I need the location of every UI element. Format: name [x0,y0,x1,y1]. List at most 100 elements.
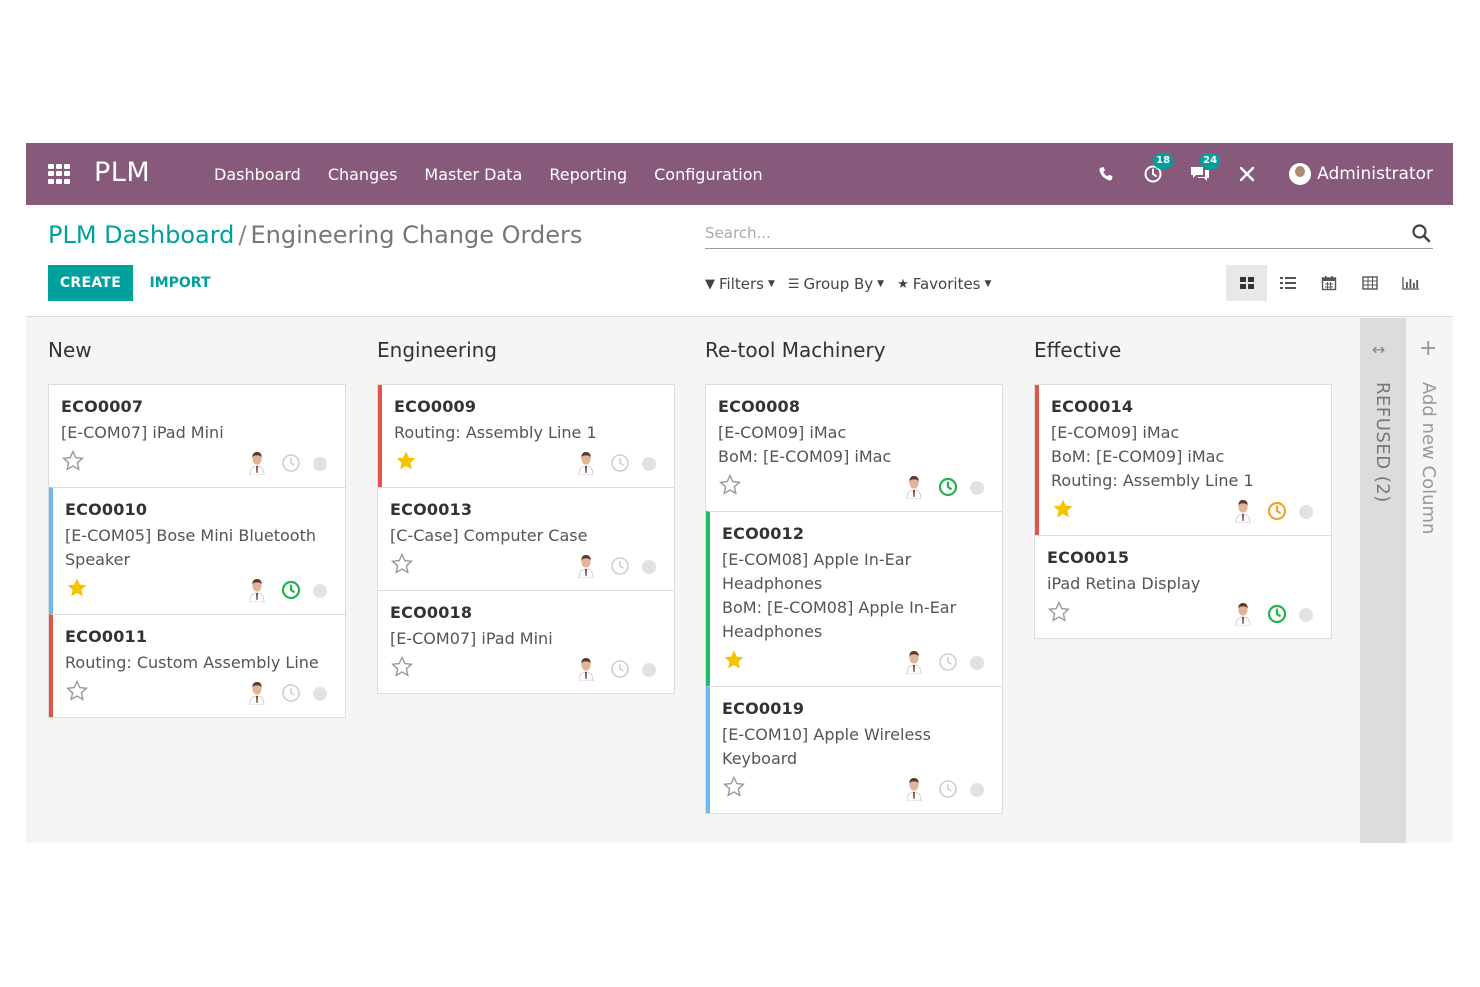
kanban-card[interactable]: ECO0013 [C-Case] Computer Case [378,487,674,590]
kanban-state-dot[interactable] [642,663,656,677]
card-detail-line: [E-COM05] Bose Mini Bluetooth [65,526,317,545]
kanban-card[interactable]: ECO0019 [E-COM10] Apple Wireless Keyboard [706,686,1002,813]
card-detail-line: Keyboard [722,749,798,768]
star-filled-icon[interactable] [1051,497,1075,521]
kanban-state-dot[interactable] [313,584,327,598]
card-footer [722,646,992,676]
star-filled-icon[interactable] [722,648,746,672]
debug-tools-icon[interactable] [1235,162,1259,186]
assignee-avatar[interactable] [904,473,924,500]
kanban-card[interactable]: ECO0008 [E-COM09] iMac BoM: [E-COM09] iMac [706,385,1002,511]
messages-icon[interactable]: 24 [1188,153,1221,186]
calendar-view-button[interactable] [1308,265,1349,301]
column-title[interactable]: New [48,338,92,362]
assignee-avatar[interactable] [904,648,924,675]
assignee-avatar[interactable] [576,552,596,579]
kanban-card[interactable]: ECO0011 Routing: Custom Assembly Line [49,614,345,717]
activity-clock-icon[interactable] [1267,501,1287,521]
card-detail-line: iPad Retina Display [1047,574,1201,593]
breadcrumb-parent[interactable]: PLM Dashboard [48,221,235,249]
user-menu[interactable]: Administrator [1289,163,1433,185]
activity-clock-icon[interactable] [938,652,958,672]
create-button[interactable]: CREATE [48,265,133,301]
card-reference: ECO0007 [61,397,144,416]
apps-menu-icon[interactable] [48,164,70,184]
activity-clock-icon[interactable] [938,477,958,497]
menu-dashboard[interactable]: Dashboard [214,164,301,184]
star-outline-icon[interactable] [65,679,89,703]
card-detail-line: BoM: [E-COM08] Apple In-Ear [722,598,957,617]
column-title[interactable]: Effective [1034,338,1122,362]
star-outline-icon[interactable] [61,449,85,473]
kanban-state-dot[interactable] [970,783,984,797]
graph-view-button[interactable] [1390,265,1431,301]
menu-master-data[interactable]: Master Data [424,164,523,184]
search-icon[interactable] [1411,223,1431,243]
kanban-state-dot[interactable] [313,457,327,471]
kanban-view-button[interactable] [1226,265,1267,301]
column-title[interactable]: Engineering [377,338,497,362]
assignee-avatar[interactable] [1233,497,1253,524]
kanban-state-dot[interactable] [1299,608,1313,622]
kanban-state-dot[interactable] [1299,505,1313,519]
activity-clock-icon[interactable]: 18 [1141,153,1174,186]
import-button[interactable]: IMPORT [144,265,216,301]
kanban-card[interactable]: ECO0007 [E-COM07] iPad Mini [49,385,345,487]
assignee-avatar[interactable] [247,576,267,603]
assignee-avatar[interactable] [576,655,596,682]
activity-clock-icon[interactable] [610,556,630,576]
kanban-state-dot[interactable] [313,687,327,701]
menu-configuration[interactable]: Configuration [654,164,763,184]
kanban-state-dot[interactable] [970,656,984,670]
breadcrumb-separator: / [238,221,247,249]
menu-reporting[interactable]: Reporting [549,164,628,184]
systray: 18 24 Administrator [1071,143,1433,205]
menu-changes[interactable]: Changes [327,164,398,184]
pivot-view-button[interactable] [1349,265,1390,301]
kanban-card[interactable]: ECO0009 Routing: Assembly Line 1 [378,385,674,487]
kanban-card[interactable]: ECO0018 [E-COM07] iPad Mini [378,590,674,693]
assignee-avatar[interactable] [247,449,267,476]
star-outline-icon[interactable] [718,473,742,497]
activity-clock-icon[interactable] [1267,604,1287,624]
activity-clock-icon[interactable] [281,580,301,600]
kanban-state-dot[interactable] [642,560,656,574]
add-column[interactable]: + Add new Column [1406,318,1453,843]
star-filled-icon[interactable] [65,576,89,600]
column-cards: ECO0008 [E-COM09] iMac BoM: [E-COM09] iMac… [705,384,1003,814]
list-view-button[interactable] [1267,265,1308,301]
assignee-avatar[interactable] [576,449,596,476]
expand-arrows-icon[interactable]: ↔ [1372,340,1386,359]
activity-clock-icon[interactable] [281,683,301,703]
kanban-card[interactable]: ECO0015 iPad Retina Display [1035,535,1331,638]
app-brand[interactable]: PLM [94,157,151,188]
assignee-avatar[interactable] [247,679,267,706]
star-outline-icon[interactable] [722,775,746,799]
plus-icon[interactable]: + [1419,336,1438,361]
top-navbar: PLM Dashboard Changes Master Data Report… [26,143,1453,205]
assignee-avatar[interactable] [904,775,924,802]
card-reference: ECO0014 [1051,397,1134,416]
assignee-avatar[interactable] [1233,600,1253,627]
activity-clock-icon[interactable] [938,779,958,799]
kanban-card[interactable]: ECO0012 [E-COM08] Apple In-Ear Headphones B… [706,511,1002,686]
group-by-dropdown[interactable]: ☰ Group By ▼ [788,275,884,293]
activity-clock-icon[interactable] [281,453,301,473]
kanban-state-dot[interactable] [970,481,984,495]
search-input[interactable] [705,219,1395,247]
phone-icon[interactable] [1094,162,1118,186]
favorites-dropdown[interactable]: ★ Favorites ▼ [897,275,991,293]
star-filled-icon[interactable] [394,449,418,473]
activity-clock-icon[interactable] [610,453,630,473]
folded-column-refused[interactable]: ↔ REFUSED (2) [1360,318,1406,843]
kanban-state-dot[interactable] [642,457,656,471]
column-title[interactable]: Re-tool Machinery [705,338,886,362]
kanban-card[interactable]: ECO0014 [E-COM09] iMac BoM: [E-COM09] iMac… [1035,385,1331,535]
activity-clock-icon[interactable] [610,659,630,679]
star-outline-icon[interactable] [390,655,414,679]
star-outline-icon[interactable] [1047,600,1071,624]
filters-dropdown[interactable]: ▼ Filters ▼ [705,275,775,293]
kanban-card[interactable]: ECO0010 [E-COM05] Bose Mini Bluetooth Spea… [49,487,345,614]
list-view-icon [1279,277,1296,289]
star-outline-icon[interactable] [390,552,414,576]
